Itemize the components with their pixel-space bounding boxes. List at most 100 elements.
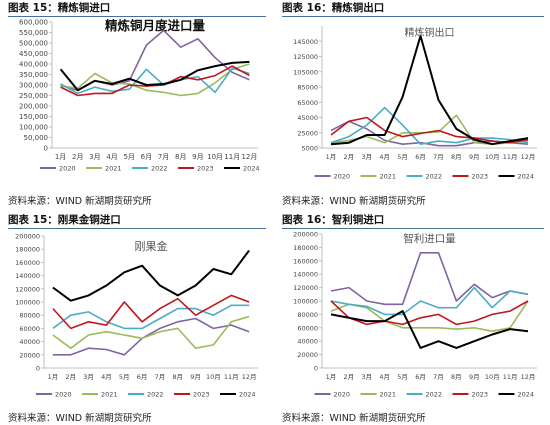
y-tick-label: 80000: [19, 312, 40, 320]
x-tick-label: 1月: [55, 153, 66, 161]
legend-item-2020: 2020: [314, 391, 350, 399]
chart-chile-copper-imports: 0 20000 40000 60000 80000 100000 120000 140000 1…: [293, 231, 537, 399]
legend-item-2021: 2021: [86, 165, 122, 173]
series-line-2024: [59, 60, 250, 92]
chart-title: 智利进口量: [403, 232, 456, 245]
y-tick-label: 40000: [19, 338, 40, 346]
y-tick-label: 550,000: [19, 29, 48, 37]
y-tick-label: 450,000: [19, 50, 48, 58]
series-line-2023: [60, 65, 250, 97]
legend-label: 2024: [518, 173, 535, 181]
y-tick-label: 180000: [293, 244, 318, 252]
legend-label: 2022: [147, 391, 164, 399]
legend-label: 2022: [151, 165, 168, 173]
legend-label: 2021: [101, 391, 118, 399]
series-line-2021: [52, 315, 250, 349]
y-tick-label: 120000: [15, 285, 40, 293]
x-tick-label: 10月: [485, 373, 500, 381]
x-tick-label: 2月: [344, 153, 355, 161]
x-tick-label: 8月: [175, 153, 186, 161]
x-tick-label: 12月: [242, 373, 257, 381]
y-tick-label: 65000: [297, 99, 318, 107]
legend-item-2022: 2022: [132, 165, 168, 173]
chart-drc-copper-imports: 0 20000 40000 60000 80000 100000 120000 140000 1…: [15, 233, 258, 399]
source-note: 资料来源：WIND 新湖期货研究所: [8, 413, 152, 424]
y-tick-label: 60000: [297, 324, 318, 332]
y-tick-label: 250,000: [19, 92, 48, 100]
x-tick-label: 5月: [124, 153, 135, 161]
panel-refined-copper-imports: 图表 15：精炼铜进口 0 50,000 100,000 150,000 200,000…: [8, 0, 266, 207]
source-note: 资料来源：WIND 新湖期货研究所: [282, 413, 426, 424]
x-tick-label: 12月: [521, 153, 536, 161]
y-tick-label: 160000: [293, 257, 318, 265]
x-tick-label: 4月: [101, 373, 112, 381]
y-tick-label: 125000: [293, 53, 318, 61]
y-tick-label: 60000: [19, 325, 40, 333]
x-tick-label: 11月: [503, 373, 518, 381]
legend-label: 2021: [105, 165, 122, 173]
x-tick-label: 4月: [379, 373, 390, 381]
legend-item-2020: 2020: [314, 173, 351, 181]
x-tick-label: 12月: [241, 153, 257, 161]
x-tick-label: 8月: [451, 373, 462, 381]
x-tick-label: 6月: [415, 153, 426, 161]
y-tick-label: 20000: [297, 351, 318, 359]
legend-item-2023: 2023: [452, 173, 489, 181]
legend-item-2024: 2024: [220, 391, 256, 399]
legend-label: 2023: [472, 173, 489, 181]
chart-refined-copper-exports: 5000 25000 45000 65000 85000 105000 125000 1450…: [293, 26, 537, 181]
y-tick-label: 200000: [15, 233, 40, 241]
y-tick-label: 50,000: [24, 134, 49, 142]
x-tick-label: 9月: [190, 373, 201, 381]
y-tick-label: 0: [36, 365, 40, 373]
legend-label: 2020: [334, 173, 351, 181]
legend-item-2023: 2023: [174, 391, 210, 399]
x-tick-label: 3月: [361, 153, 372, 161]
y-tick-label: 160000: [15, 259, 40, 267]
y-tick-label: 300,000: [19, 82, 48, 90]
series-line-2023: [330, 116, 529, 144]
x-tick-label: 3月: [83, 373, 94, 381]
x-tick-label: 5月: [397, 373, 408, 381]
y-tick-label: 0: [314, 365, 318, 373]
x-tick-label: 8月: [172, 373, 183, 381]
y-tick-label: 150,000: [19, 113, 48, 121]
y-tick-label: 100000: [293, 298, 318, 306]
x-tick-label: 5月: [397, 153, 408, 161]
chart-title: 精炼铜出口: [405, 26, 455, 39]
x-tick-label: 3月: [89, 153, 100, 161]
panel-title: 图表 15：精炼铜进口: [8, 2, 111, 14]
y-tick-label: 80000: [297, 311, 318, 319]
legend-item-2020: 2020: [40, 165, 76, 173]
y-tick-label: 120000: [293, 284, 318, 292]
x-tick-label: 2月: [65, 373, 76, 381]
y-tick-label: 200000: [293, 231, 318, 239]
x-tick-label: 6月: [137, 373, 148, 381]
x-tick-label: 10月: [485, 153, 500, 161]
y-tick-label: 25000: [297, 129, 318, 137]
x-tick-label: 4月: [106, 153, 117, 161]
panel-refined-copper-exports: 图表 16：精炼铜出口 5000 25000 45000 65000 85000 1050…: [282, 0, 544, 207]
x-tick-label: 2月: [72, 153, 83, 161]
source-note: 资料来源：WIND 新湖期货研究所: [282, 196, 426, 207]
legend-item-2021: 2021: [82, 391, 118, 399]
y-tick-label: 600,000: [19, 19, 48, 27]
legend-item-2022: 2022: [406, 173, 443, 181]
x-tick-label: 10月: [206, 373, 221, 381]
series-line-2020: [60, 29, 250, 92]
legend-item-2021: 2021: [360, 173, 396, 181]
y-tick-label: 350,000: [19, 71, 48, 79]
legend-label: 2024: [239, 391, 256, 399]
y-tick-label: 400,000: [19, 61, 48, 69]
series-line-2024: [330, 34, 529, 146]
y-tick-label: 100000: [15, 299, 40, 307]
series-line-2024: [330, 310, 529, 349]
y-tick-label: 45000: [297, 114, 318, 122]
panel-drc-copper-imports: 图表 15：刚果金铜进口 0 20000 40000 60000 80000 100000…: [8, 212, 266, 425]
series-line-2022: [330, 286, 529, 316]
series-line-2022: [52, 304, 250, 330]
legend-label: 2022: [426, 173, 443, 181]
x-tick-label: 1月: [326, 153, 337, 161]
x-tick-label: 11月: [224, 153, 240, 161]
x-tick-label: 6月: [415, 373, 426, 381]
